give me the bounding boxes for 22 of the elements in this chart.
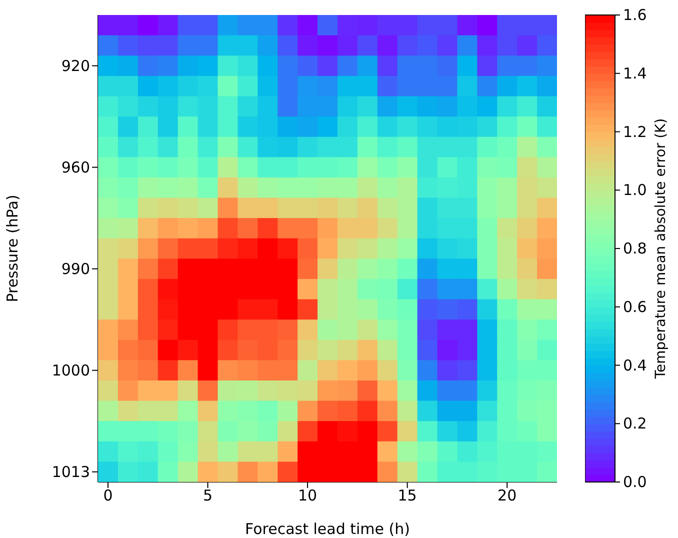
y-tick-label: 960	[61, 158, 90, 177]
x-tick-label: 5	[202, 486, 213, 505]
y-tick-label: 1013	[52, 463, 90, 482]
x-tick-label: 10	[298, 486, 318, 505]
color-bar-label: 1.6	[623, 6, 647, 24]
color-bar-title: Temperature mean absolute error (K)	[653, 118, 669, 380]
y-tick-label: 990	[61, 260, 90, 278]
color-bar-label: 1.4	[623, 64, 647, 82]
x-tick-label: 0	[103, 486, 113, 505]
x-tick-label: 20	[498, 486, 517, 505]
color-bar-label: 0.8	[623, 240, 647, 258]
color-bar-label: 0.2	[623, 414, 647, 433]
color-bar-label: 0.6	[623, 298, 647, 316]
x-axis-title: Forecast lead time (h)	[245, 520, 410, 538]
x-tick-label: 15	[398, 486, 417, 505]
color-bar-label: 1.0	[623, 181, 647, 200]
y-tick-label: 920	[61, 57, 90, 76]
color-bar-label: 0.0	[623, 473, 647, 491]
color-bar-label: 0.4	[623, 356, 647, 374]
color-bar-label: 1.2	[623, 122, 647, 141]
y-tick-label: 1000	[52, 362, 90, 380]
y-axis-title: Pressure (hPa)	[3, 194, 22, 302]
